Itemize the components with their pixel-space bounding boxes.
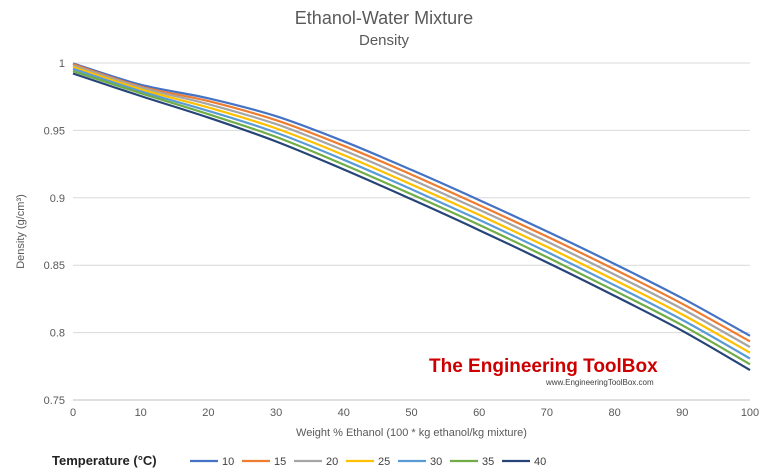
series-line-30	[72, 67, 751, 360]
y-tick-label: 0.75	[44, 395, 65, 407]
x-tick-label: 20	[202, 407, 214, 419]
x-tick-labels: 0 10 20 30 40 50 60 70 80 90 100	[70, 407, 759, 419]
chart-subtitle: Density	[358, 32, 410, 49]
y-axis-label: Density (g/cm³)	[15, 194, 27, 269]
x-tick-label: 80	[608, 407, 620, 419]
watermark-title: The Engineering ToolBox	[429, 356, 658, 377]
legend-items: 10 15 20 25 30 35 40	[190, 456, 546, 468]
y-tick-labels: 0.75 0.8 0.85 0.9 0.95 1	[44, 58, 65, 407]
series-line-25	[72, 65, 751, 354]
x-tick-label: 100	[741, 407, 759, 419]
series-line-35	[72, 70, 751, 366]
x-tick-label: 90	[676, 407, 688, 419]
x-axis-label: Weight % Ethanol (100 * kg ethanol/kg mi…	[296, 427, 527, 439]
series-lines	[72, 62, 751, 372]
x-tick-label: 70	[541, 407, 553, 419]
y-tick-label: 0.95	[44, 125, 65, 137]
x-tick-label: 0	[70, 407, 76, 419]
series-line-20	[72, 64, 751, 348]
x-tick-label: 10	[135, 407, 147, 419]
series-line-40	[72, 72, 751, 372]
x-tick-label: 50	[405, 407, 417, 419]
x-tick-label: 30	[270, 407, 282, 419]
series-line-15	[72, 63, 751, 343]
legend: Temperature (°C) 10 15 20 25 30 35 40	[52, 453, 546, 468]
y-tick-label: 0.9	[50, 193, 65, 205]
y-tick-label: 0.85	[44, 260, 65, 272]
legend-label-25: 25	[378, 456, 390, 468]
legend-label-40: 40	[534, 456, 546, 468]
legend-label-15: 15	[274, 456, 286, 468]
legend-label-30: 30	[430, 456, 442, 468]
watermark-url: www.EngineeringToolBox.com	[545, 378, 654, 387]
watermark: The Engineering ToolBox www.EngineeringT…	[429, 356, 658, 387]
y-tick-label: 0.8	[50, 328, 65, 340]
legend-label-35: 35	[482, 456, 494, 468]
y-tick-label: 1	[59, 58, 65, 70]
legend-label-20: 20	[326, 456, 338, 468]
x-tick-label: 40	[338, 407, 350, 419]
legend-label-10: 10	[222, 456, 234, 468]
x-tick-label: 60	[473, 407, 485, 419]
series-line-10	[72, 62, 751, 337]
chart-title: Ethanol-Water Mixture	[294, 8, 474, 28]
legend-title: Temperature (°C)	[52, 453, 157, 468]
gridlines	[73, 62, 750, 334]
